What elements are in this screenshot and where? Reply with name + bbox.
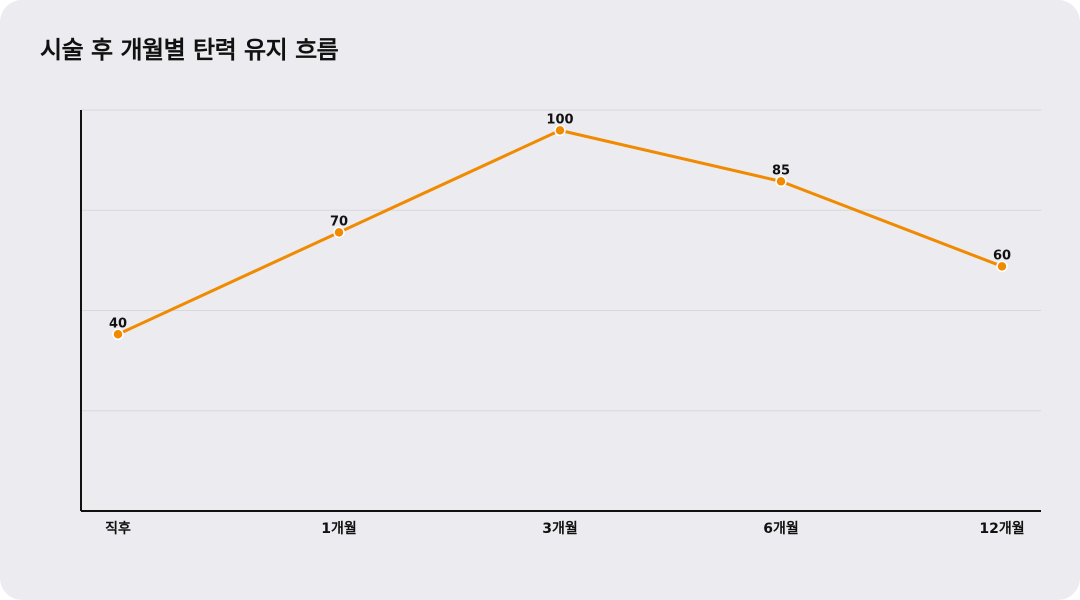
x-tick-label: 6개월: [763, 520, 799, 537]
series-line-group: [116, 128, 1004, 336]
x-tick-label: 12개월: [979, 520, 1024, 537]
data-labels: 40 70 100 85 60: [109, 112, 1011, 331]
data-label: 60: [993, 248, 1011, 263]
data-label: 85: [772, 163, 790, 178]
grid-lines: [81, 109, 1041, 412]
data-point: [112, 328, 124, 341]
x-tick-label: 3개월: [542, 520, 578, 537]
x-tick-label: 1개월: [321, 520, 357, 537]
data-point: [333, 226, 345, 239]
data-point: [775, 175, 787, 188]
axes: [80, 110, 1041, 512]
x-tick-label: 직후: [105, 520, 131, 537]
x-tick-labels: 직후 1개월 3개월 6개월 12개월: [105, 520, 1025, 537]
data-point: [996, 260, 1008, 273]
data-point: [554, 124, 566, 137]
series-line: [116, 128, 1004, 336]
data-points: [112, 124, 1008, 341]
data-label: 70: [330, 214, 348, 229]
data-label: 40: [109, 316, 127, 331]
data-label: 100: [546, 112, 573, 127]
chart-title: 시술 후 개월별 탄력 유지 흐름: [40, 36, 339, 64]
